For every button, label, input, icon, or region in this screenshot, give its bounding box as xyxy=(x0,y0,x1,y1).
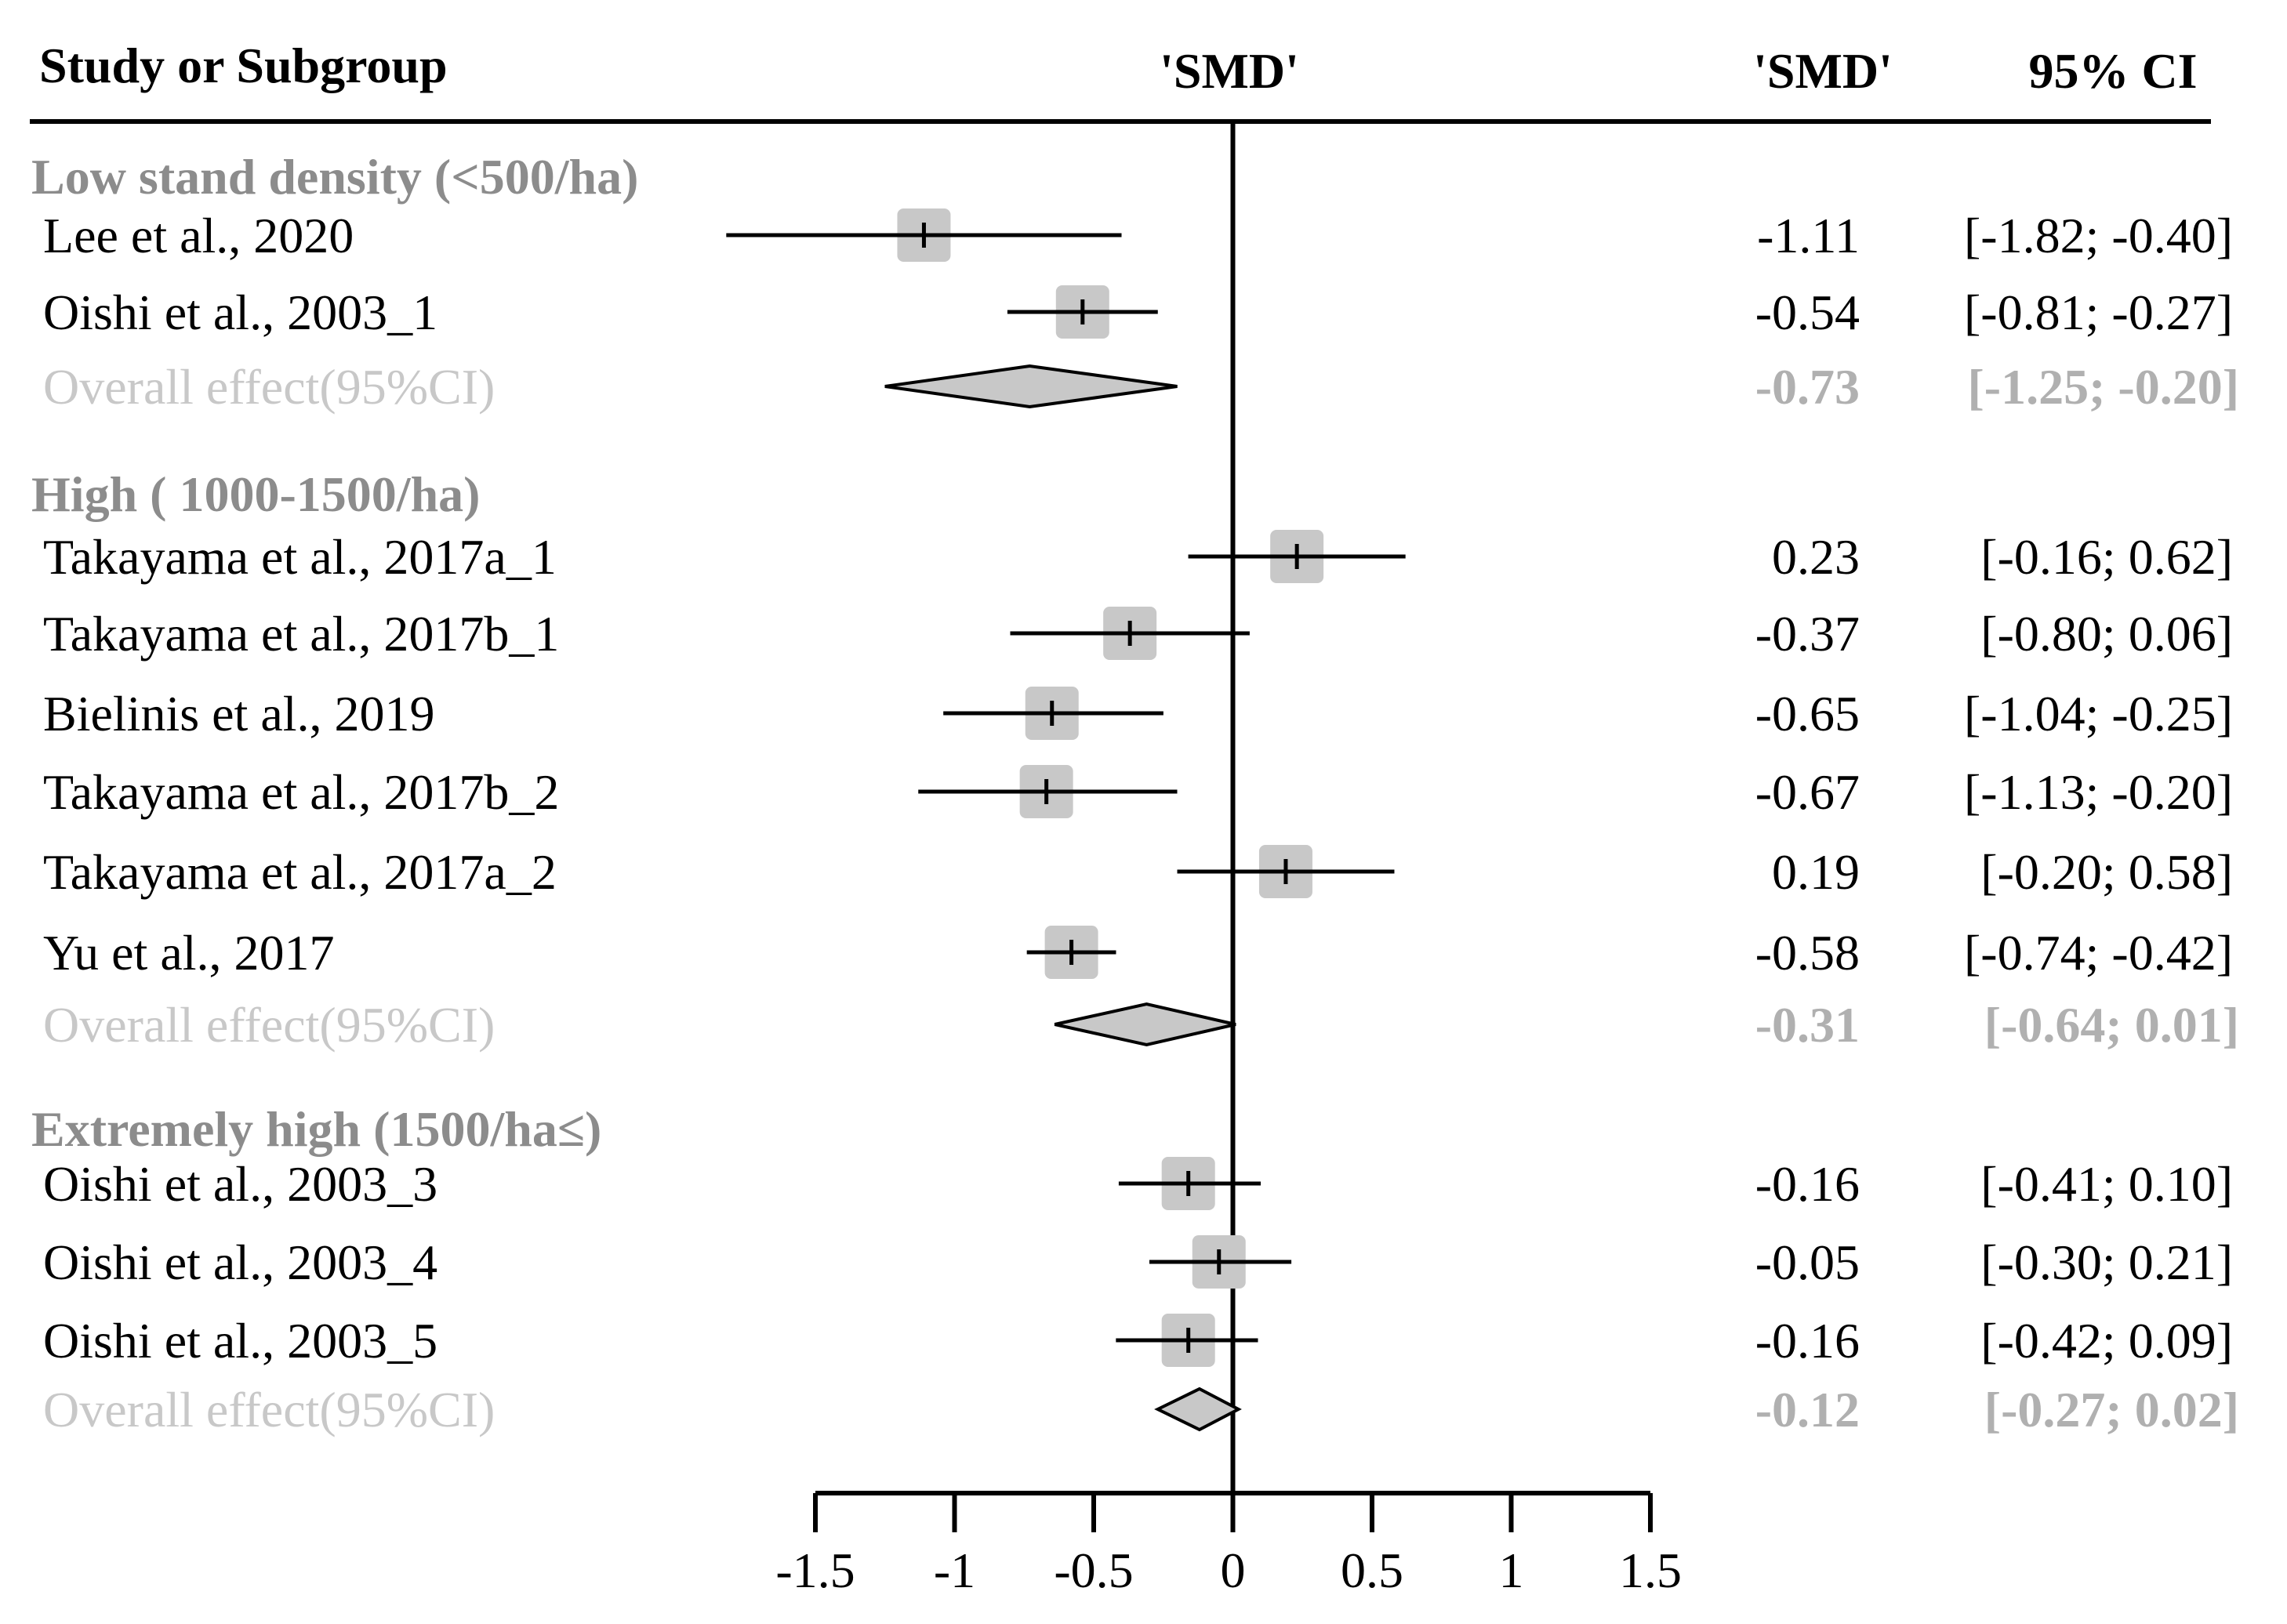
study-smd-value: 0.19 xyxy=(1772,844,1860,900)
study-name: Takayama et al., 2017b_1 xyxy=(43,606,559,662)
x-tick-label: -0.5 xyxy=(1054,1542,1133,1598)
x-tick-label: -1 xyxy=(934,1542,975,1598)
study-name: Takayama et al., 2017b_2 xyxy=(43,764,559,820)
study-name: Takayama et al., 2017a_2 xyxy=(43,844,557,900)
x-tick-label: 1.5 xyxy=(1619,1542,1682,1598)
study-ci-value: [-0.41; 0.10] xyxy=(1980,1156,2233,1212)
study-ci-value: [-0.20; 0.58] xyxy=(1980,844,2233,900)
study-ci-value: [-1.04; -0.25] xyxy=(1964,686,2233,741)
study-ci-value: [-0.81; -0.27] xyxy=(1964,285,2233,340)
study-smd-value: -0.16 xyxy=(1755,1313,1860,1368)
study-ci-value: [-0.74; -0.42] xyxy=(1964,925,2233,981)
x-axis: -1.5 -1 -0.5 0 0.5 1 1.5 xyxy=(775,1491,1682,1598)
overall-ci-value: [-0.27; 0.02] xyxy=(1984,1382,2239,1437)
x-tick-label: 0.5 xyxy=(1341,1542,1403,1598)
study-ci-value: [-0.80; 0.06] xyxy=(1980,606,2233,662)
overall-label: Overall effect(95%CI) xyxy=(43,359,495,415)
group-label: Low stand density (<500/ha) xyxy=(31,149,638,205)
study-ci-value: [-0.30; 0.21] xyxy=(1980,1234,2233,1290)
overall-ci-value: [-0.64; 0.01] xyxy=(1984,997,2239,1053)
study-name: Bielinis et al., 2019 xyxy=(43,686,435,741)
overall-label: Overall effect(95%CI) xyxy=(43,997,495,1053)
study-name: Lee et al., 2020 xyxy=(43,208,354,263)
x-tick-label: -1.5 xyxy=(775,1542,855,1598)
study-smd-value: -0.67 xyxy=(1755,764,1860,820)
study-smd-value: -1.11 xyxy=(1757,208,1860,263)
study-ci-value: [-1.82; -0.40] xyxy=(1964,208,2233,263)
overall-diamond xyxy=(884,364,1178,409)
study-smd-value: -0.05 xyxy=(1755,1234,1860,1290)
group-label: Extremely high (1500/ha≤) xyxy=(31,1101,601,1157)
study-name: Oishi et al., 2003_5 xyxy=(43,1313,437,1368)
header-smd: 'SMD' xyxy=(1753,43,1893,99)
study-ci-value: [-0.42; 0.09] xyxy=(1980,1313,2233,1368)
study-smd-value: -0.54 xyxy=(1755,285,1860,340)
overall-smd-value: -0.12 xyxy=(1755,1382,1860,1437)
x-tick-label: 0 xyxy=(1221,1542,1246,1598)
study-smd-value: -0.37 xyxy=(1755,606,1860,662)
study-smd-value: -0.65 xyxy=(1755,686,1860,741)
group-label: High ( 1000-1500/ha) xyxy=(31,466,480,522)
study-name: Oishi et al., 2003_1 xyxy=(43,285,437,340)
overall-ci-value: [-1.25; -0.20] xyxy=(1967,359,2239,415)
header-ci: 95% CI xyxy=(2028,43,2197,99)
study-name: Oishi et al., 2003_4 xyxy=(43,1234,437,1290)
study-smd-value: 0.23 xyxy=(1772,529,1860,585)
header-study: Study or Subgroup xyxy=(39,38,448,93)
header-plot-smd: 'SMD' xyxy=(1160,43,1299,99)
study-ci-value: [-0.16; 0.62] xyxy=(1980,529,2233,585)
overall-smd-value: -0.73 xyxy=(1755,359,1860,415)
study-smd-value: -0.58 xyxy=(1755,925,1860,981)
study-ci-value: [-1.13; -0.20] xyxy=(1964,764,2233,820)
overall-smd-value: -0.31 xyxy=(1755,997,1860,1053)
study-name: Yu et al., 2017 xyxy=(43,925,335,981)
rows-layer: Low stand density (<500/ha)Lee et al., 2… xyxy=(31,121,2239,1493)
overall-label: Overall effect(95%CI) xyxy=(43,1382,495,1437)
overall-diamond xyxy=(1054,1002,1236,1047)
study-name: Takayama et al., 2017a_1 xyxy=(43,529,557,585)
study-name: Oishi et al., 2003_3 xyxy=(43,1156,437,1212)
study-smd-value: -0.16 xyxy=(1755,1156,1860,1212)
overall-diamond xyxy=(1154,1387,1242,1432)
x-tick-label: 1 xyxy=(1499,1542,1524,1598)
